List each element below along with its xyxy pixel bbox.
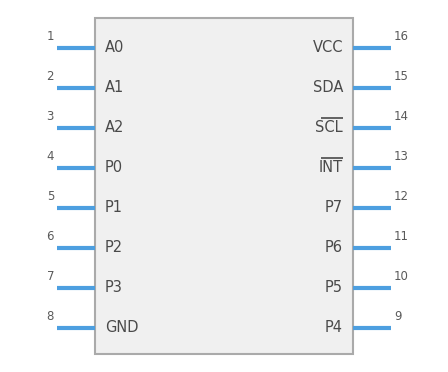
Text: 15: 15 — [394, 70, 409, 83]
Text: P0: P0 — [105, 160, 123, 176]
Text: SDA: SDA — [313, 80, 343, 96]
Text: P6: P6 — [325, 241, 343, 256]
Text: 14: 14 — [394, 110, 409, 123]
Text: 13: 13 — [394, 150, 409, 163]
Text: A2: A2 — [105, 121, 125, 135]
Text: P1: P1 — [105, 201, 123, 215]
Text: 9: 9 — [394, 310, 401, 323]
Text: SCL: SCL — [315, 121, 343, 135]
Text: 10: 10 — [394, 270, 409, 283]
Text: 3: 3 — [47, 110, 54, 123]
Text: 16: 16 — [394, 30, 409, 43]
Text: P2: P2 — [105, 241, 123, 256]
Text: A0: A0 — [105, 41, 125, 55]
Text: INT: INT — [319, 160, 343, 176]
Text: 11: 11 — [394, 230, 409, 243]
Bar — [95, 18, 353, 354]
Text: 7: 7 — [47, 270, 54, 283]
Text: 2: 2 — [47, 70, 54, 83]
Text: P5: P5 — [325, 280, 343, 295]
Text: A1: A1 — [105, 80, 124, 96]
Text: 8: 8 — [47, 310, 54, 323]
Text: 12: 12 — [394, 190, 409, 203]
Text: 1: 1 — [47, 30, 54, 43]
Text: 6: 6 — [47, 230, 54, 243]
Text: 4: 4 — [47, 150, 54, 163]
Text: VCC: VCC — [313, 41, 343, 55]
Text: P4: P4 — [325, 321, 343, 336]
Text: P3: P3 — [105, 280, 123, 295]
Text: 5: 5 — [47, 190, 54, 203]
Text: P7: P7 — [325, 201, 343, 215]
Text: GND: GND — [105, 321, 138, 336]
